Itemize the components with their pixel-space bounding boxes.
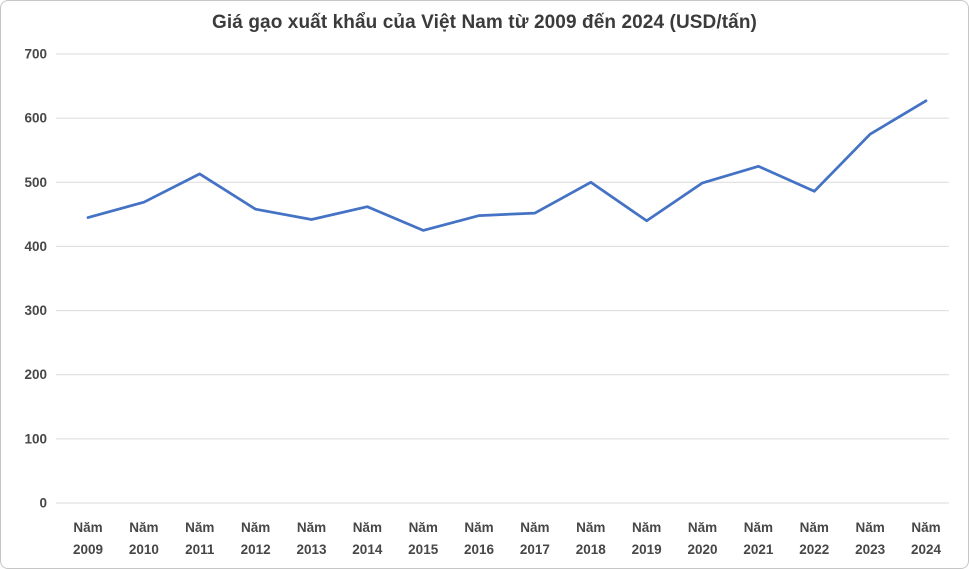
x-tick-label: Năm 2024 bbox=[911, 520, 942, 557]
y-tick-label: 200 bbox=[24, 367, 47, 382]
x-tick-label: Năm 2014 bbox=[352, 520, 383, 557]
y-tick-label: 600 bbox=[24, 111, 47, 126]
x-tick-label: Năm 2020 bbox=[688, 520, 718, 557]
x-tick-label: Năm 2016 bbox=[464, 520, 495, 557]
y-tick-label: 500 bbox=[24, 175, 47, 190]
y-tick-label: 700 bbox=[24, 47, 47, 62]
x-tick-label: Năm 2021 bbox=[743, 520, 774, 557]
x-tick-label: Năm 2013 bbox=[296, 520, 327, 557]
y-tick-label: 400 bbox=[24, 239, 47, 254]
x-tick-label: Năm 2011 bbox=[185, 520, 215, 557]
x-tick-label: Năm 2022 bbox=[799, 520, 829, 557]
x-tick-label: Năm 2015 bbox=[408, 520, 439, 557]
y-tick-label: 100 bbox=[24, 431, 47, 446]
data-polyline bbox=[86, 99, 928, 232]
x-tick-label: Năm 2009 bbox=[73, 520, 103, 557]
x-tick-label: Năm 2010 bbox=[129, 520, 159, 557]
x-tick-label: Năm 2017 bbox=[520, 520, 550, 557]
chart-title: Giá gạo xuất khẩu của Việt Nam từ 2009 đ… bbox=[212, 12, 757, 33]
x-tick-label: Năm 2019 bbox=[632, 520, 662, 557]
x-tick-label: Năm 2023 bbox=[855, 520, 886, 557]
y-tick-label: 0 bbox=[39, 496, 47, 511]
y-tick-label: 300 bbox=[24, 303, 47, 318]
x-tick-label: Năm 2018 bbox=[576, 520, 607, 557]
x-tick-label: Năm 2012 bbox=[241, 520, 271, 557]
